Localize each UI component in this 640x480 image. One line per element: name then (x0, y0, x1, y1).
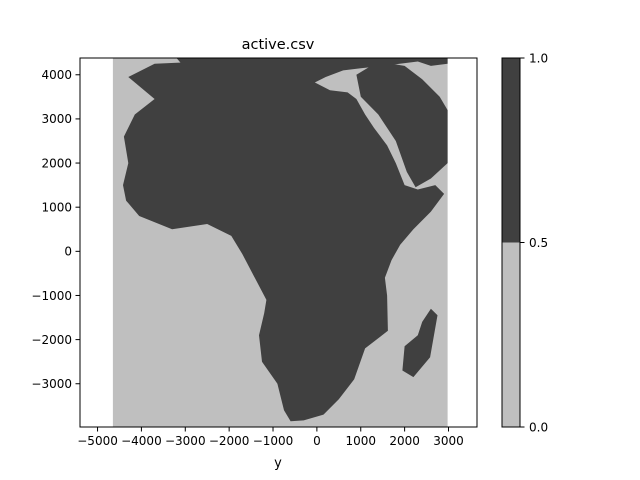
colorbar: 0.0 0.5 1.0 (501, 51, 548, 434)
y-tick-label: −2000 (31, 333, 72, 347)
x-tick-label: −5000 (77, 434, 118, 448)
land-arabia (356, 61, 448, 188)
x-axis-label: y (274, 456, 282, 471)
x-tick-label: 3000 (433, 434, 464, 448)
y-tick-label: 2000 (41, 156, 72, 170)
x-tick-label: −4000 (121, 434, 162, 448)
plot-area (79, 57, 478, 428)
x-tick-label: 0 (313, 434, 321, 448)
x-tick-label: 1000 (345, 434, 376, 448)
chart-title: active.csv (242, 37, 315, 53)
land-africa (123, 62, 445, 422)
x-tick-label: 2000 (389, 434, 420, 448)
y-tick-label: 0 (64, 245, 72, 259)
colorbar-tick-label: 1.0 (529, 51, 548, 65)
x-tick-label: −1000 (253, 434, 294, 448)
y-tick-label: 1000 (41, 200, 72, 214)
land-island (402, 308, 438, 378)
x-tick-label: −2000 (209, 434, 250, 448)
x-tick-label: −3000 (165, 434, 206, 448)
y-tick-label: 4000 (41, 68, 72, 82)
colorbar-tick-label: 0.5 (529, 236, 548, 250)
y-axis: −3000 −2000 −1000 0 1000 2000 3000 4000 (31, 68, 80, 391)
y-tick-label: −3000 (31, 377, 72, 391)
y-tick-label: 3000 (41, 112, 72, 126)
x-axis: −5000 −4000 −3000 −2000 −1000 0 1000 2000 3000 (77, 427, 464, 448)
colorbar-segment (502, 58, 520, 243)
y-tick-label: −1000 (31, 289, 72, 303)
colorbar-tick-label: 0.0 (529, 420, 548, 434)
colorbar-segment (502, 242, 520, 427)
plot-frame (79, 57, 478, 428)
